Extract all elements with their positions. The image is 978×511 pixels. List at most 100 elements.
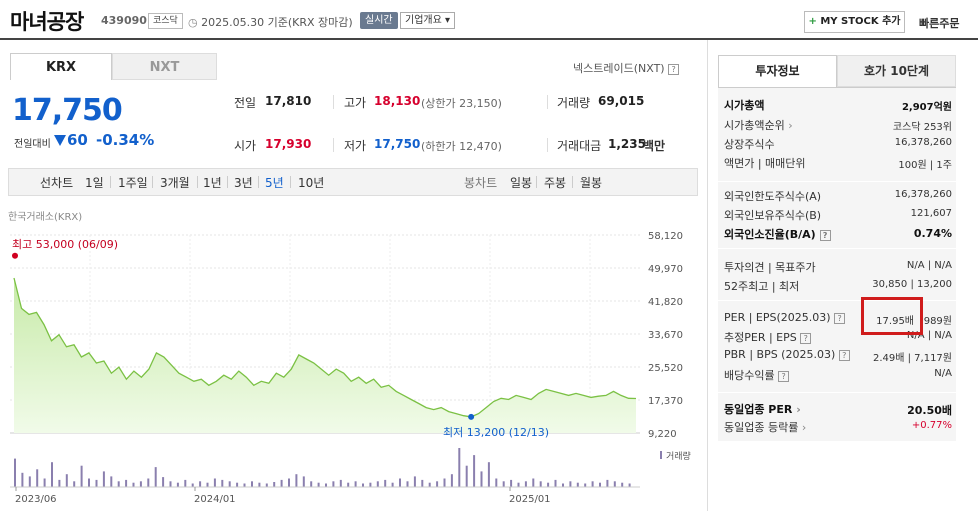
volume-bar <box>273 482 276 487</box>
volume-value: 69,015 <box>598 94 645 108</box>
period-1y[interactable]: 1년 <box>203 176 222 190</box>
help-icon[interactable]: ? <box>668 63 680 75</box>
x-tick-label: 2024/01 <box>194 494 236 505</box>
foreign-rate-label-wrap: 외국인소진율(B/A) ? <box>724 226 831 242</box>
opinion-value: N/A | N/A <box>906 260 952 271</box>
volume-bar <box>176 482 179 487</box>
foreign-rate-label: 외국인소진율(B/A) <box>724 228 816 241</box>
volume-bar <box>591 481 594 487</box>
change-value: 60 <box>54 131 88 149</box>
industry-per-value: 20.50배 <box>907 404 952 417</box>
per-highlight-box <box>861 297 923 335</box>
est-per-label: 추정PER | EPS <box>724 331 797 344</box>
help-icon[interactable]: ? <box>819 229 831 241</box>
dividend-label-wrap: 배당수익률 ? <box>724 367 790 383</box>
volume-bar <box>95 479 98 487</box>
period-3y[interactable]: 3년 <box>234 176 253 190</box>
volume-bar <box>199 481 202 487</box>
my-stock-add-button[interactable]: + MY STOCK 추가 <box>804 11 905 33</box>
stock-header: 마녀공장 439090 코스닥 ◷ 2025.05.30 기준(KRX 장마감)… <box>0 0 978 40</box>
current-price: 17,750 <box>12 93 123 128</box>
tab-krx[interactable]: KRX <box>10 53 112 80</box>
period-3m[interactable]: 3개월 <box>160 176 190 190</box>
per-label-wrap: PER | EPS(2025.03) ? <box>724 311 846 324</box>
y-tick-label: 17,370 <box>648 396 683 407</box>
volume-bar <box>154 467 157 487</box>
pbr-label-wrap: PBR | BPS (2025.03) ? <box>724 348 850 361</box>
period-10y[interactable]: 10년 <box>298 176 325 190</box>
tab-invest-info[interactable]: 투자정보 <box>718 55 837 87</box>
candle-daily[interactable]: 일봉 <box>510 176 533 190</box>
volume-bar <box>236 482 239 487</box>
volume-bar <box>562 483 564 487</box>
volume-bar <box>288 478 290 487</box>
volume-bar <box>569 481 572 487</box>
tab-hoga-10[interactable]: 호가 10단계 <box>837 55 956 87</box>
y-tick-label: 25,520 <box>648 363 683 374</box>
divider <box>718 392 956 393</box>
nextrade-link[interactable]: 넥스트레이드(NXT) ? <box>573 60 680 76</box>
price-chart[interactable]: 58,120 49,970 41,820 33,670 25,520 17,370 9,22… <box>0 222 706 511</box>
company-info-dropdown[interactable]: 기업개요 ▾ <box>400 12 455 29</box>
opinion-label: 투자의견 | 목표주가 <box>724 261 816 274</box>
market-badge: 코스닥 <box>148 13 183 29</box>
est-per-label-wrap: 추정PER | EPS ? <box>724 329 812 345</box>
volume-bar <box>162 477 165 487</box>
volume-bar <box>102 471 105 487</box>
candle-monthly[interactable]: 월봉 <box>580 176 603 190</box>
volume-legend-swatch <box>660 451 662 459</box>
volume-bar <box>280 479 283 487</box>
volume-bar <box>36 469 39 487</box>
help-icon[interactable]: ? <box>778 370 790 382</box>
volume-bar <box>606 479 609 487</box>
volume-bar <box>191 483 194 487</box>
volume-bar <box>251 481 253 487</box>
volume-bar <box>258 482 261 487</box>
volume-bar <box>480 471 483 487</box>
base-date: ◷ 2025.05.30 기준(KRX 장마감) <box>188 14 353 30</box>
foreign-hold-value: 121,607 <box>910 208 952 219</box>
change-amount: 60 <box>67 131 88 149</box>
quick-order-link[interactable]: 빠른주문 <box>919 17 960 30</box>
w52-value: 30,850 | 13,200 <box>872 279 952 290</box>
candle-weekly[interactable]: 주봉 <box>544 176 567 190</box>
max-price-label: 최고 53,000 (06/09) <box>12 238 119 251</box>
volume-bar <box>406 481 409 487</box>
divider <box>718 181 956 182</box>
help-icon[interactable]: ? <box>800 332 812 344</box>
tab-nxt[interactable]: NXT <box>112 53 217 80</box>
y-tick-label: 33,670 <box>648 330 683 341</box>
volume-bar <box>14 458 16 487</box>
volume-bar <box>458 448 461 487</box>
volume-bar <box>584 483 587 487</box>
volume-bar <box>539 481 542 487</box>
industry-per-label: 동일업종 PER <box>724 403 793 416</box>
realtime-button[interactable]: 실시간 <box>360 12 398 29</box>
mcap-rank-link[interactable]: 시가총액순위 › <box>724 117 793 133</box>
plus-icon: + <box>808 16 821 27</box>
volume-bar <box>473 455 476 487</box>
industry-rate-link[interactable]: 동일업종 등락률 › <box>724 419 806 435</box>
volume-bar <box>495 478 498 487</box>
volume-bar <box>221 479 224 487</box>
chart-source: 한국거래소(KRX) <box>8 212 83 223</box>
volume-bar <box>117 481 120 487</box>
stock-name: 마녀공장 <box>10 10 84 34</box>
high-value: 18,130 <box>374 94 421 108</box>
clock-icon: ◷ <box>188 16 202 29</box>
volume-bar <box>428 482 431 487</box>
volume-bar <box>43 478 46 487</box>
industry-per-link[interactable]: 동일업종 PER › <box>724 401 801 417</box>
help-icon[interactable]: ? <box>838 349 850 361</box>
period-bar <box>8 168 698 196</box>
amount-label: 거래대금 <box>557 139 602 153</box>
divider <box>197 176 198 188</box>
change-label: 전일대비 <box>14 139 51 150</box>
period-1w[interactable]: 1주일 <box>118 176 148 190</box>
pbr-value: 2.49배 | 7,117원 <box>872 353 952 364</box>
high-label: 고가 <box>344 96 367 110</box>
period-5y[interactable]: 5년 <box>265 176 284 190</box>
help-icon[interactable]: ? <box>834 312 846 324</box>
period-1d[interactable]: 1일 <box>85 176 104 190</box>
volume-bar <box>532 478 535 487</box>
